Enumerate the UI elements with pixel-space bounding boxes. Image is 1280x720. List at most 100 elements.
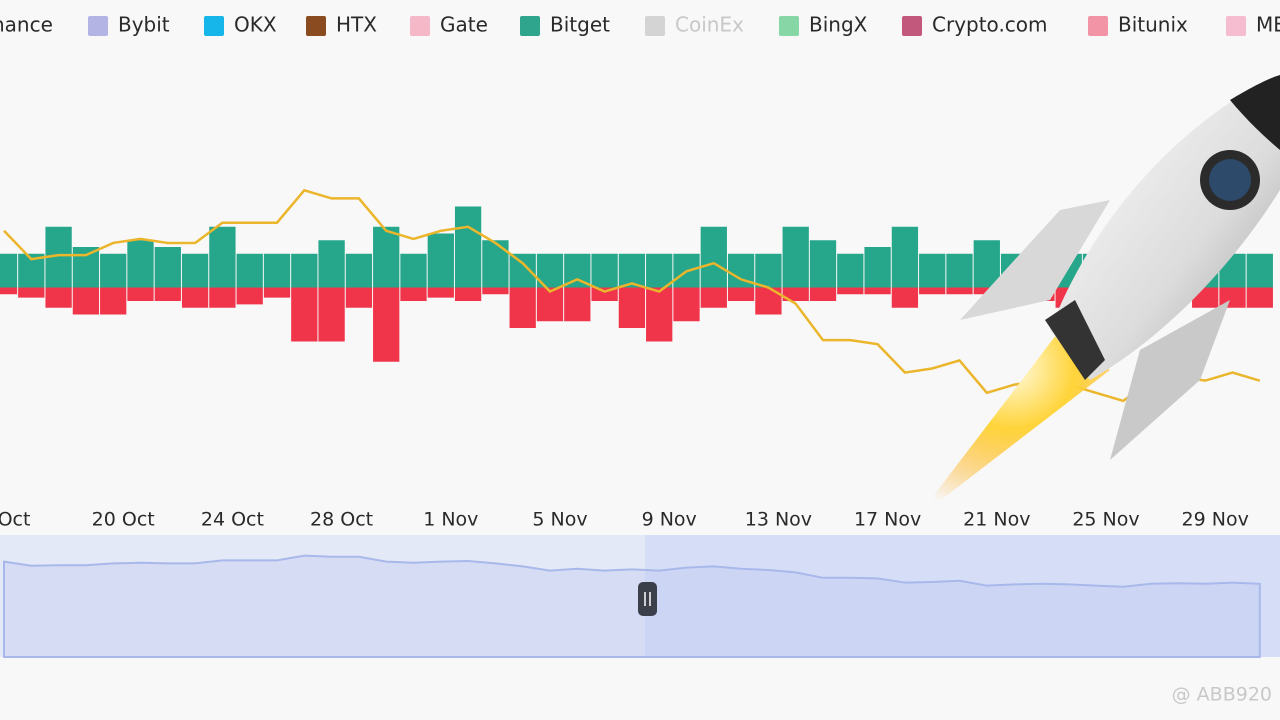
- bar: [919, 253, 946, 288]
- bar: [400, 287, 427, 301]
- x-tick-label: Oct: [0, 509, 30, 531]
- bar: [45, 287, 72, 308]
- navigator-handle[interactable]: [638, 582, 657, 616]
- legend-swatch: [204, 16, 224, 36]
- bar: [318, 287, 345, 342]
- navigator-area: [3, 554, 1261, 658]
- legend-swatch: [88, 16, 108, 36]
- bar: [454, 287, 482, 301]
- x-axis: Oct 20 Oct 24 Oct 28 Oct 1 Nov 5 Nov 9 Nov 13 N…: [0, 509, 1249, 531]
- x-tick-label: 29 Nov: [1182, 509, 1249, 531]
- bar: [236, 253, 263, 288]
- legend-label: ME: [1256, 13, 1280, 37]
- legend-label: nance: [0, 13, 53, 37]
- bar: [373, 287, 400, 362]
- legend-label: CoinEx: [675, 13, 744, 37]
- bar: [100, 287, 127, 315]
- bar: [154, 287, 181, 301]
- bar: [318, 240, 345, 288]
- x-tick-label: 1 Nov: [423, 509, 478, 531]
- bar: [755, 253, 782, 288]
- bar: [700, 287, 727, 308]
- bar: [236, 287, 263, 305]
- bar: [973, 240, 1000, 288]
- bar: [591, 253, 618, 288]
- bar: [1246, 287, 1273, 308]
- bar: [837, 253, 864, 288]
- legend-label: OKX: [234, 13, 277, 37]
- bar: [646, 287, 673, 342]
- bar: [618, 287, 646, 328]
- bar: [373, 226, 400, 288]
- legend-label: BingX: [809, 13, 868, 37]
- legend-label: Bitget: [550, 13, 610, 37]
- x-tick-label: 17 Nov: [854, 509, 921, 531]
- navigator: [0, 535, 1280, 657]
- bar: [454, 206, 482, 288]
- bar: [127, 240, 154, 288]
- bar: [564, 287, 591, 322]
- bar: [809, 287, 837, 301]
- x-tick-label: 21 Nov: [963, 509, 1030, 531]
- rocket: [915, 75, 1280, 520]
- bar: [618, 253, 646, 288]
- legend-swatch: [306, 16, 326, 36]
- bar: [72, 287, 100, 315]
- x-tick-label: 25 Nov: [1072, 509, 1139, 531]
- legend-swatch: [520, 16, 540, 36]
- bar: [782, 226, 809, 288]
- legend-label: HTX: [336, 13, 377, 37]
- bar: [700, 226, 727, 288]
- legend-swatch: [1088, 16, 1108, 36]
- bar: [837, 287, 864, 295]
- bar: [18, 287, 45, 298]
- bar: [864, 247, 891, 288]
- bar: [673, 287, 700, 322]
- navigator-series: [3, 554, 1261, 658]
- watermark: @ ABB920: [1172, 684, 1272, 706]
- bar: [427, 233, 454, 288]
- bar: [946, 287, 973, 295]
- legend-label: Crypto.com: [932, 13, 1048, 37]
- legend-swatch: [645, 16, 665, 36]
- bar: [427, 287, 454, 298]
- bar: [72, 247, 100, 288]
- bar: [564, 253, 591, 288]
- bar: [809, 240, 837, 288]
- legend-swatch: [779, 16, 799, 36]
- bar: [864, 287, 891, 295]
- bar: [646, 253, 673, 288]
- legend-swatch: [1226, 16, 1246, 36]
- bar: [263, 253, 291, 288]
- bar: [536, 287, 564, 322]
- bar: [727, 287, 755, 301]
- bar: [509, 287, 536, 328]
- bar: [891, 287, 919, 308]
- legend-label: Bitunix: [1118, 13, 1188, 37]
- bar: [127, 287, 154, 301]
- bar: [263, 287, 291, 298]
- legend-swatch: [410, 16, 430, 36]
- legend-swatch: [902, 16, 922, 36]
- bar: [509, 253, 536, 288]
- bar: [782, 287, 809, 301]
- bar: [100, 253, 127, 288]
- x-tick-label: 5 Nov: [532, 509, 587, 531]
- x-tick-label: 28 Oct: [310, 509, 373, 531]
- navigator-selection[interactable]: [645, 535, 1280, 657]
- bar: [919, 287, 946, 295]
- x-tick-label: 20 Oct: [92, 509, 155, 531]
- bar: [891, 226, 919, 288]
- bar: [181, 287, 209, 308]
- bar: [181, 253, 209, 288]
- legend-label: Gate: [440, 13, 488, 37]
- bar: [154, 247, 181, 288]
- x-tick-label: 9 Nov: [642, 509, 697, 531]
- bar: [209, 287, 236, 308]
- legend: nance Bybit OKX HTX Gate Bitget CoinEx BingX Cry…: [0, 13, 1280, 37]
- x-tick-label: 24 Oct: [201, 509, 264, 531]
- bar: [482, 287, 509, 295]
- bar: [345, 287, 373, 308]
- x-tick-label: 13 Nov: [745, 509, 812, 531]
